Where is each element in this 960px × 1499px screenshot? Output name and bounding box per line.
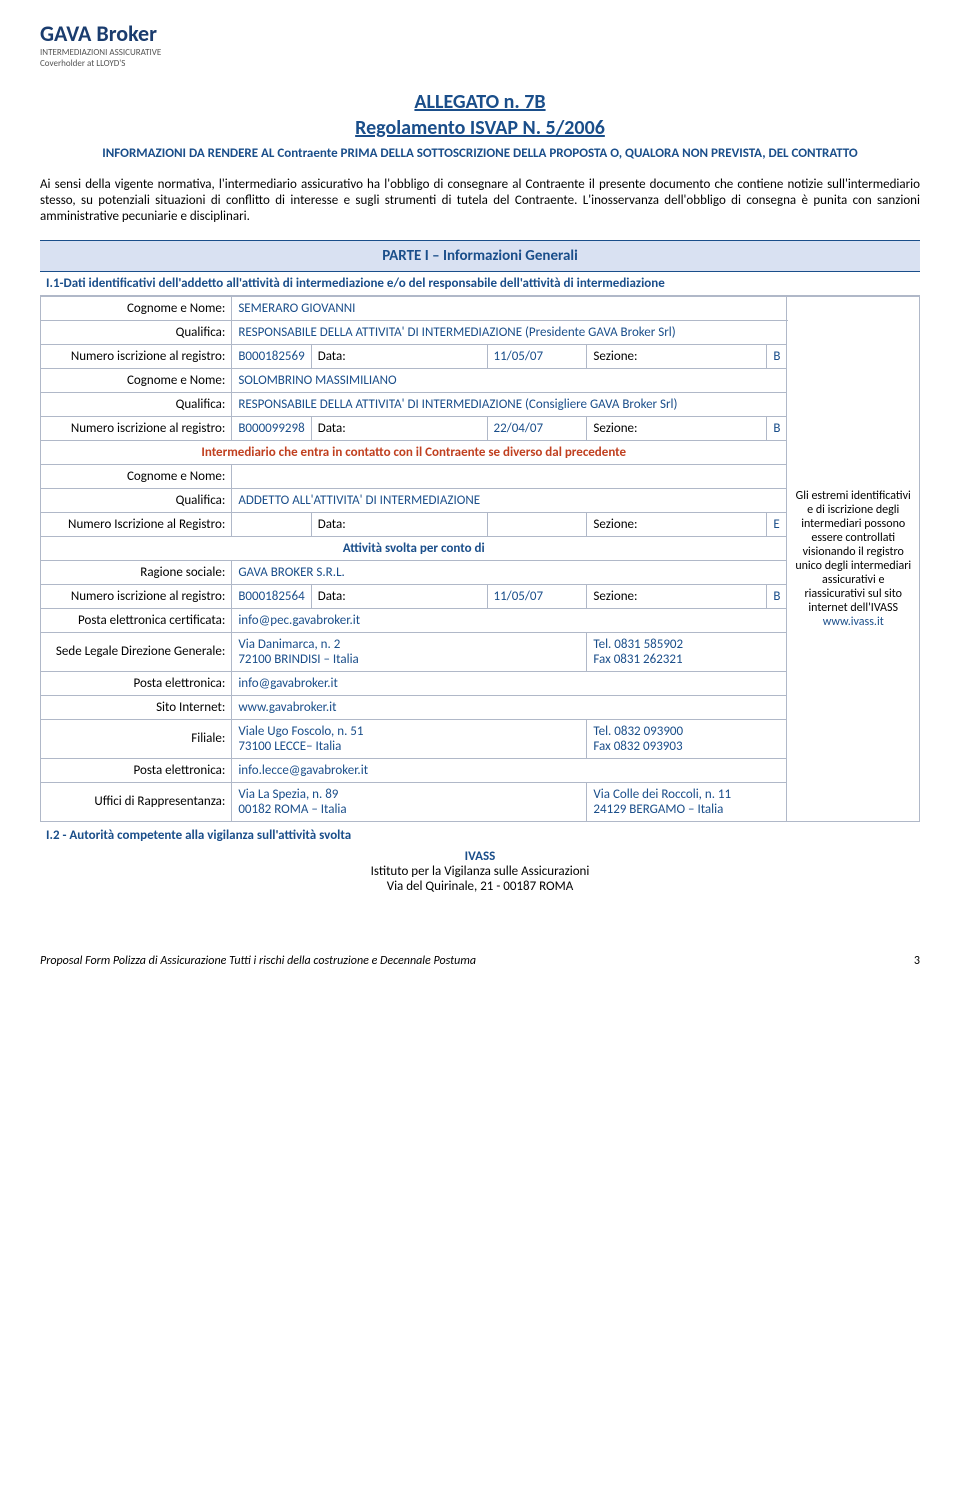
email-lecce-link[interactable]: info.lecce@gavabroker.it bbox=[238, 763, 368, 778]
company-email: info@gavabroker.it bbox=[232, 671, 787, 695]
rappr-roma: Via La Spezia, n. 89 00182 ROMA – Italia bbox=[232, 782, 587, 821]
addetto-sezione: E bbox=[767, 512, 787, 536]
person1-data: 11/05/07 bbox=[487, 344, 587, 368]
company-pec: info@pec.gavabroker.it bbox=[232, 608, 787, 632]
label-data-4: Data: bbox=[311, 584, 487, 608]
sidenote-cell: Gli estremi identificativi e di iscrizio… bbox=[787, 296, 920, 821]
label-iscrizione-3: Numero Iscrizione al Registro: bbox=[41, 512, 232, 536]
sito-link[interactable]: www.gavabroker.it bbox=[238, 700, 336, 715]
pec-link[interactable]: info@pec.gavabroker.it bbox=[238, 613, 360, 628]
company-sede-addr: Via Danimarca, n. 2 72100 BRINDISI – Ita… bbox=[232, 632, 587, 671]
ivass-name: IVASS bbox=[40, 849, 920, 864]
company-sede-tel: Tel. 0831 585902 Fax 0831 262321 bbox=[587, 632, 787, 671]
filiale-addr: Viale Ugo Foscolo, n. 51 73100 LECCE– It… bbox=[232, 719, 587, 758]
attivita-header: Attività svolta per conto di bbox=[41, 536, 787, 560]
section-i2-header: I.2 - Autorità competente alla vigilanza… bbox=[40, 822, 920, 845]
title-line-2: Regolamento ISVAP N. 5/2006 bbox=[40, 116, 920, 140]
label-ragione: Ragione sociale: bbox=[41, 560, 232, 584]
company-ragione: GAVA BROKER S.R.L. bbox=[232, 560, 787, 584]
label-sito: Sito Internet: bbox=[41, 695, 232, 719]
person2-iscrizione: B000099298 bbox=[232, 416, 311, 440]
label-sezione-4: Sezione: bbox=[587, 584, 767, 608]
person1-nome: SEMERARO GIOVANNI bbox=[232, 296, 787, 320]
label-qualifica-3: Qualifica: bbox=[41, 488, 232, 512]
label-pec: Posta elettronica certificata: bbox=[41, 608, 232, 632]
label-email: Posta elettronica: bbox=[41, 671, 232, 695]
logo-tagline: INTERMEDIAZIONI ASSICURATIVE bbox=[40, 47, 161, 58]
label-sezione-3: Sezione: bbox=[587, 512, 767, 536]
person2-qualifica: RESPONSABILE DELLA ATTIVITA' DI INTERMED… bbox=[232, 392, 787, 416]
document-title: ALLEGATO n. 7B Regolamento ISVAP N. 5/20… bbox=[40, 90, 920, 140]
label-email-2: Posta elettronica: bbox=[41, 758, 232, 782]
company-logo: GAVA Broker INTERMEDIAZIONI ASSICURATIVE… bbox=[40, 20, 161, 69]
company-sito: www.gavabroker.it bbox=[232, 695, 787, 719]
intermediario-nome bbox=[232, 464, 787, 488]
label-data-2: Data: bbox=[311, 416, 487, 440]
section-i1-header: I.1-Dati identificativi dell'addetto all… bbox=[40, 272, 920, 296]
person2-nome: SOLOMBRINO MASSIMILIANO bbox=[232, 368, 787, 392]
page-footer: Proposal Form Polizza di Assicurazione T… bbox=[40, 954, 920, 968]
person2-sezione: B bbox=[767, 416, 787, 440]
sidenote-text: Gli estremi identificativi e di iscrizio… bbox=[795, 489, 911, 615]
parte-header: PARTE I – Informazioni Generali bbox=[40, 240, 920, 272]
label-sede: Sede Legale Direzione Generale: bbox=[41, 632, 232, 671]
label-data-3: Data: bbox=[311, 512, 487, 536]
label-sezione-2: Sezione: bbox=[587, 416, 767, 440]
label-sezione: Sezione: bbox=[587, 344, 767, 368]
label-cognome-3: Cognome e Nome: bbox=[41, 464, 232, 488]
info-table: Cognome e Nome: SEMERARO GIOVANNI Gli es… bbox=[40, 296, 920, 822]
label-filiale: Filiale: bbox=[41, 719, 232, 758]
logo-brand: GAVA Broker bbox=[40, 20, 161, 47]
label-cognome-2: Cognome e Nome: bbox=[41, 368, 232, 392]
body-paragraph: Ai sensi della vigente normativa, l'inte… bbox=[40, 177, 920, 226]
filiale-tel: Tel. 0832 093900 Fax 0832 093903 bbox=[587, 719, 787, 758]
person1-qualifica: RESPONSABILE DELLA ATTIVITA' DI INTERMED… bbox=[232, 320, 787, 344]
logo-coverholder: Coverholder at LLOYD'S bbox=[40, 58, 161, 69]
person2-data: 22/04/07 bbox=[487, 416, 587, 440]
addetto-iscrizione bbox=[232, 512, 311, 536]
ivass-desc: Istituto per la Vigilanza sulle Assicura… bbox=[40, 864, 920, 879]
person1-sezione: B bbox=[767, 344, 787, 368]
company-data: 11/05/07 bbox=[487, 584, 587, 608]
label-cognome: Cognome e Nome: bbox=[41, 296, 232, 320]
label-rappr: Uffici di Rappresentanza: bbox=[41, 782, 232, 821]
label-iscrizione: Numero iscrizione al registro: bbox=[41, 344, 232, 368]
addetto-qualifica: ADDETTO ALL'ATTIVITA' DI INTERMEDIAZIONE bbox=[232, 488, 787, 512]
page-number: 3 bbox=[914, 954, 920, 968]
addetto-data bbox=[487, 512, 587, 536]
label-iscrizione-4: Numero iscrizione al registro: bbox=[41, 584, 232, 608]
label-qualifica-2: Qualifica: bbox=[41, 392, 232, 416]
label-qualifica: Qualifica: bbox=[41, 320, 232, 344]
company-iscrizione: B000182564 bbox=[232, 584, 311, 608]
document-subtitle: INFORMAZIONI DA RENDERE AL Contraente PR… bbox=[40, 146, 920, 163]
email-link[interactable]: info@gavabroker.it bbox=[238, 676, 338, 691]
intermediario-header: Intermediario che entra in contatto con … bbox=[41, 440, 787, 464]
title-line-1: ALLEGATO n. 7B bbox=[40, 90, 920, 114]
company-sezione: B bbox=[767, 584, 787, 608]
ivass-block: IVASS Istituto per la Vigilanza sulle As… bbox=[40, 849, 920, 894]
label-iscrizione-2: Numero iscrizione al registro: bbox=[41, 416, 232, 440]
ivass-addr: Via del Quirinale, 21 - 00187 ROMA bbox=[40, 879, 920, 894]
rappr-bergamo: Via Colle dei Roccoli, n. 11 24129 BERGA… bbox=[587, 782, 787, 821]
company-email-lecce: info.lecce@gavabroker.it bbox=[232, 758, 787, 782]
label-data: Data: bbox=[311, 344, 487, 368]
ivass-link[interactable]: www.ivass.it bbox=[823, 615, 884, 629]
person1-iscrizione: B000182569 bbox=[232, 344, 311, 368]
footer-text: Proposal Form Polizza di Assicurazione T… bbox=[40, 954, 476, 968]
